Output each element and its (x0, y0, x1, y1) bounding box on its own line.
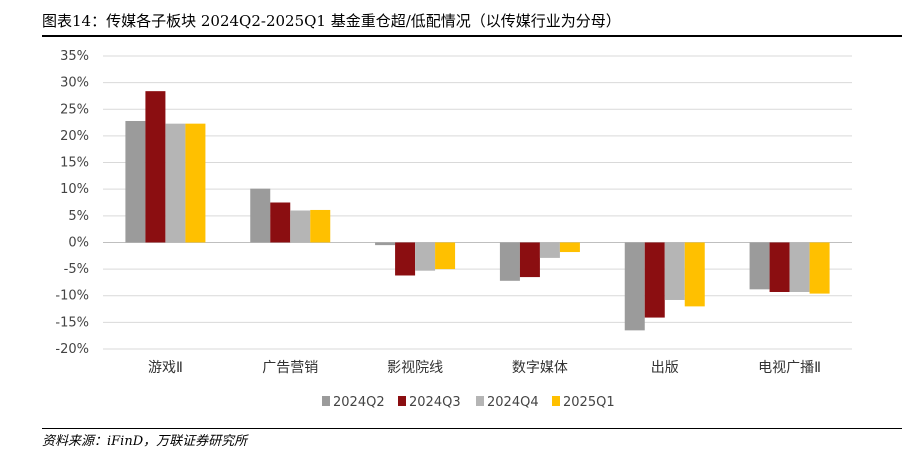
bar (185, 123, 206, 243)
legend-label: 2025Q1 (563, 395, 615, 410)
legend-label: 2024Q4 (487, 395, 539, 410)
legend-swatch (552, 396, 560, 406)
bar (375, 242, 396, 246)
gridlines (103, 55, 852, 350)
bar (644, 242, 665, 318)
bar (310, 209, 331, 243)
y-tick-label: -20% (55, 342, 89, 357)
bar (250, 188, 271, 243)
y-axis-ticks: 35% 30% 25% 20% 15% 10% 5% 0% -5% -10% -15% -20% (55, 49, 89, 357)
bar (539, 242, 560, 258)
legend-label: 2024Q2 (333, 395, 385, 410)
bar (499, 242, 520, 281)
category-label: 广告营销 (262, 360, 318, 376)
legend: 2024Q2 2024Q3 2024Q4 2025Q1 (322, 395, 615, 410)
y-tick-label: 35% (60, 49, 89, 64)
bar (435, 242, 456, 270)
bar-chart: 35% 30% 25% 20% 15% 10% 5% 0% -5% -10% -15% -20% 游戏… (55, 49, 852, 410)
category-label: 出版 (651, 360, 679, 376)
source-note: 资料来源：iFinD，万联证券研究所 (42, 434, 248, 449)
y-tick-label: 0% (68, 235, 89, 250)
bar (769, 242, 790, 292)
legend-swatch (322, 396, 330, 406)
legend-label: 2024Q3 (409, 395, 461, 410)
y-tick-label: -15% (55, 315, 89, 330)
bar (624, 242, 645, 331)
bar (165, 123, 186, 243)
y-tick-label: -5% (64, 262, 89, 277)
category-label: 影视院线 (387, 360, 443, 376)
y-tick-label: 5% (68, 209, 89, 224)
bar (270, 202, 291, 243)
bar (559, 242, 580, 253)
bar (415, 242, 436, 271)
footer-rule (42, 428, 902, 429)
bar (125, 120, 146, 243)
bar (684, 242, 705, 307)
figure-title: 图表14：传媒各子板块 2024Q2-2025Q1 基金重仓超/低配情况（以传媒… (42, 12, 621, 30)
y-tick-label: 25% (60, 102, 89, 117)
bar (290, 210, 311, 243)
bar (789, 242, 810, 292)
bar (145, 91, 166, 243)
legend-swatch (398, 396, 406, 406)
title-rule (42, 35, 902, 37)
category-label: 游戏Ⅱ (148, 360, 183, 376)
bars (125, 91, 830, 331)
category-labels: 游戏Ⅱ 广告营销 影视院线 数字媒体 出版 电视广播Ⅱ (148, 360, 821, 376)
y-tick-label: 15% (60, 156, 89, 171)
y-tick-label: -10% (55, 289, 89, 304)
category-label: 电视广播Ⅱ (758, 360, 821, 376)
bar (809, 242, 830, 294)
bar (395, 242, 416, 276)
y-tick-label: 10% (60, 182, 89, 197)
category-label: 数字媒体 (512, 360, 568, 376)
y-tick-label: 20% (60, 129, 89, 144)
bar (749, 242, 770, 290)
bar (664, 242, 685, 300)
legend-swatch (476, 396, 484, 406)
y-tick-label: 30% (60, 76, 89, 91)
bar (519, 242, 540, 278)
